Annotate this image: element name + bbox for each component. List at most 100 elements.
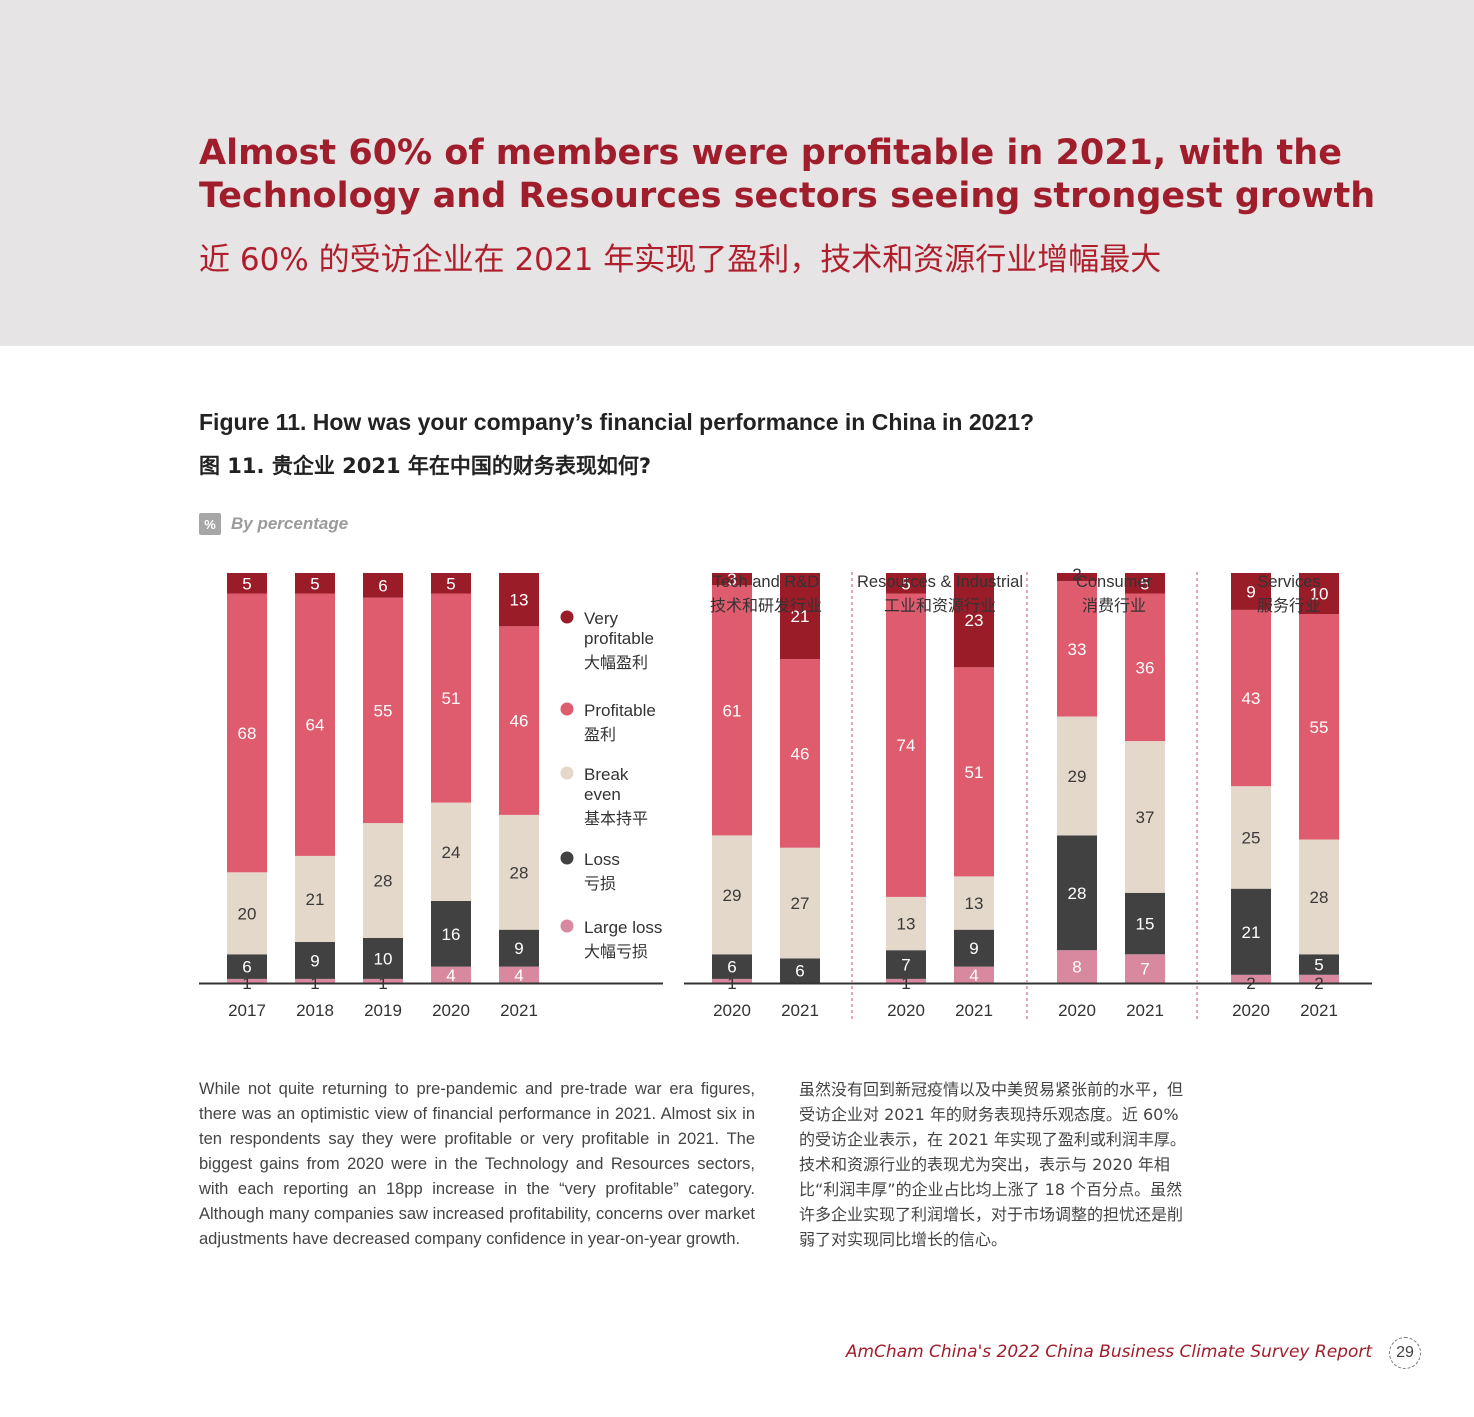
body-text-zh: 虽然没有回到新冠疫情以及中美贸易紧张前的水平，但受访企业对 2021 年的财务表…: [799, 1080, 1186, 1249]
sector-data-label: 9: [1246, 582, 1255, 601]
sector-bar-loss-3: [954, 929, 994, 967]
sector-bar-very-profitable-0: [712, 573, 752, 586]
legend-label-zh: 大幅盈利: [584, 654, 648, 672]
sector-data-label: 37: [1136, 808, 1155, 827]
legend-label-zh: 基本持平: [584, 810, 648, 828]
sector-data-label: 29: [723, 886, 742, 905]
sector-group-label-zh: 技术和研发行业: [710, 597, 822, 615]
overall-bar-loss-0: [227, 954, 267, 979]
unit-note: % By percentage: [199, 513, 348, 535]
sector-group-label: Consumer: [1076, 573, 1153, 591]
legend-label: Loss: [584, 850, 620, 869]
overall-x-tick-label: 2021: [500, 1001, 538, 1020]
overall-bar-break-even-1: [295, 855, 335, 942]
sector-data-label: 13: [897, 915, 916, 934]
sector-x-tick-label: 2020: [713, 1001, 751, 1020]
sector-data-label: 23: [965, 611, 984, 630]
sector-data-label: 5: [901, 574, 910, 593]
sector-data-label: 7: [1140, 960, 1149, 979]
legend-label: Very: [584, 609, 619, 628]
sector-x-tick-label: 2021: [781, 1001, 819, 1020]
sector-bar-large-loss-6: [1231, 974, 1271, 983]
overall-data-label: 28: [510, 863, 529, 882]
overall-bar-loss-4: [499, 929, 539, 967]
sector-bar-break-even-5: [1125, 741, 1165, 893]
overall-x-tick-label: 2019: [364, 1001, 402, 1020]
page-title: Almost 60% of members were profitable in…: [199, 133, 1376, 216]
legend-label-zh: 亏损: [584, 875, 616, 893]
sector-data-label: 28: [1310, 888, 1329, 907]
overall-bar-profitable-0: [227, 593, 267, 873]
overall-bar-break-even-3: [431, 802, 471, 901]
sector-bar-break-even-7: [1299, 839, 1339, 955]
overall-data-label: 10: [374, 949, 393, 968]
sector-bar-loss-0: [712, 954, 752, 979]
sector-bar-profitable-7: [1299, 614, 1339, 840]
sector-bar-profitable-5: [1125, 593, 1165, 742]
sector-bar-profitable-0: [712, 585, 752, 836]
overall-data-label: 28: [374, 872, 393, 891]
sector-group-label: Tech and R&D: [713, 573, 819, 591]
overall-data-label: 9: [514, 939, 523, 958]
sector-data-label: 9: [969, 939, 978, 958]
overall-data-label: 68: [238, 724, 257, 743]
sector-group-label: Services: [1257, 573, 1320, 591]
legend-label: profitable: [584, 629, 654, 648]
overall-data-label: 21: [306, 890, 325, 909]
overall-bar-large-loss-3: [431, 966, 471, 983]
legend-marker-very-profitable: [560, 610, 574, 624]
overall-data-label: 4: [446, 966, 455, 985]
sector-bar-loss-6: [1231, 888, 1271, 975]
legend-marker-profitable: [560, 702, 574, 716]
sector-bar-large-loss-4: [1057, 950, 1097, 983]
sector-bar-large-loss-0: [712, 978, 752, 983]
unit-label: By percentage: [231, 514, 349, 533]
sector-bar-very-profitable-7: [1299, 573, 1339, 614]
sector-bar-very-profitable-1: [780, 573, 820, 660]
overall-bar-very-profitable-4: [499, 573, 539, 627]
overall-bar-large-loss-2: [363, 978, 403, 983]
sector-x-tick-label: 2020: [1058, 1001, 1096, 1020]
body-text-en: While not quite returning to pre-pandemi…: [199, 1080, 755, 1248]
sector-x-tick-label: 2021: [955, 1001, 993, 1020]
sector-bar-profitable-6: [1231, 609, 1271, 787]
sector-x-tick-label: 2021: [1300, 1001, 1338, 1020]
overall-bar-profitable-1: [295, 593, 335, 856]
overall-bar-loss-2: [363, 937, 403, 979]
sector-bar-loss-1: [780, 958, 820, 983]
sector-data-label: 28: [1068, 884, 1087, 903]
overall-x-tick-label: 2018: [296, 1001, 334, 1020]
overall-bar-large-loss-0: [227, 978, 267, 983]
figure-title-zh: 图 11. 贵企业 2021 年在中国的财务表现如何?: [199, 454, 652, 478]
overall-data-label: 5: [310, 574, 319, 593]
sector-data-label: 61: [723, 701, 742, 720]
overall-data-label: 5: [446, 574, 455, 593]
sector-x-tick-label: 2020: [887, 1001, 925, 1020]
overall-bar-break-even-0: [227, 872, 267, 955]
sector-bar-very-profitable-3: [954, 573, 994, 668]
sector-data-label: 2: [1072, 565, 1081, 584]
sector-data-label: 8: [1072, 958, 1081, 977]
overall-bar-very-profitable-1: [295, 573, 335, 594]
legend-label: Break: [584, 765, 629, 784]
sector-bar-break-even-2: [886, 896, 926, 951]
overall-bar-profitable-4: [499, 626, 539, 815]
page-title-zh: 近 60% 的受访企业在 2021 年实现了盈利，技术和资源行业增幅最大: [199, 242, 1162, 278]
overall-data-label: 55: [374, 701, 393, 720]
sector-bar-profitable-1: [780, 659, 820, 848]
overall-bar-loss-1: [295, 942, 335, 979]
footer-report-title: AmCham China's 2022 China Business Clima…: [845, 1342, 1372, 1362]
percent-icon: %: [199, 513, 221, 535]
overall-bar-break-even-4: [499, 814, 539, 930]
legend-label: Large loss: [584, 918, 662, 937]
sector-bar-loss-4: [1057, 835, 1097, 951]
sector-group-label-zh: 服务行业: [1257, 597, 1321, 615]
sector-data-label: 51: [965, 763, 984, 782]
sector-x-tick-label: 2021: [1126, 1001, 1164, 1020]
sector-data-label: 55: [1310, 718, 1329, 737]
sector-data-label: 21: [1242, 923, 1261, 942]
sector-data-label: 10: [1310, 585, 1329, 604]
sector-bar-profitable-2: [886, 593, 926, 897]
overall-bar-loss-3: [431, 901, 471, 967]
sector-data-label: 5: [1314, 956, 1323, 975]
